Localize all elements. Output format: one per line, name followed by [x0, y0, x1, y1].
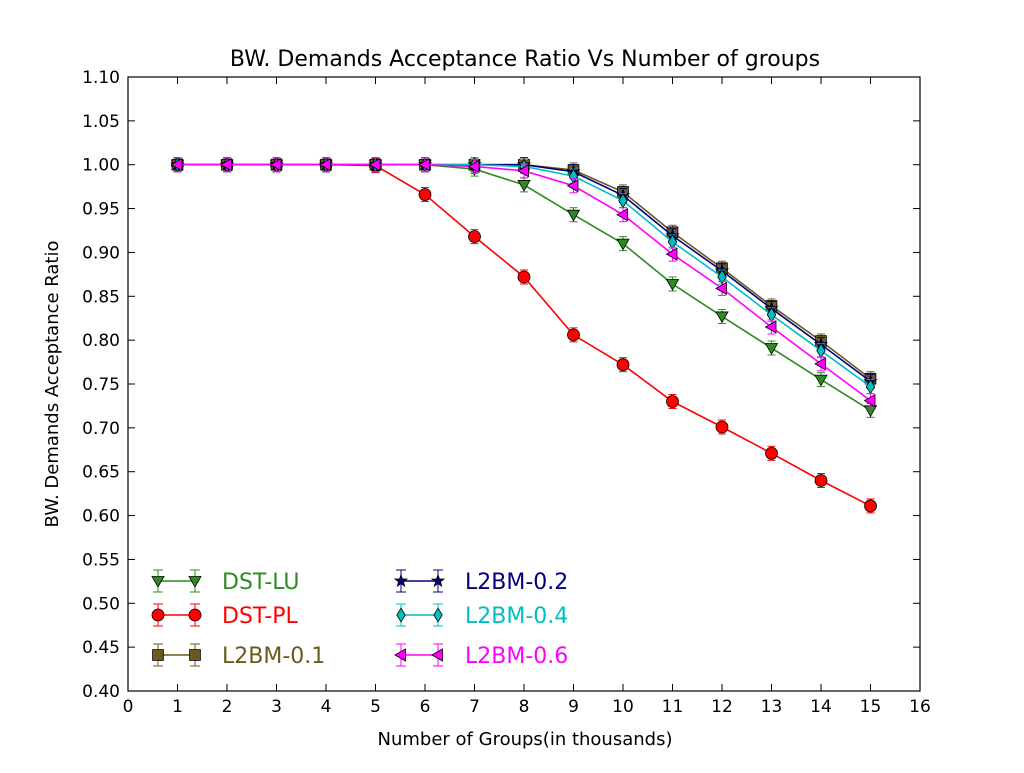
- y-tick-label: 0.75: [82, 375, 120, 395]
- y-tick-label: 0.70: [82, 419, 120, 439]
- legend-label: L2BM-0.1: [222, 644, 325, 669]
- legend-marker: [188, 608, 202, 622]
- y-tick-label: 0.80: [82, 331, 120, 351]
- legend-marker: [433, 607, 443, 623]
- y-tick-label: 0.95: [82, 200, 120, 220]
- legend: DST-LU DST-PL L2BM-0.1 L2BM-0.2 L2BM-0.4 L2BM…: [151, 569, 568, 669]
- x-tick-label: 16: [909, 697, 931, 717]
- data-point: [616, 238, 630, 251]
- data-point: [220, 158, 232, 172]
- data-point: [566, 209, 581, 222]
- data-point: [418, 158, 430, 172]
- data-point: [517, 179, 531, 192]
- legend-marker: [396, 607, 406, 623]
- data-point: [814, 374, 828, 387]
- x-tick-label: 2: [222, 697, 233, 717]
- y-tick-label: 0.90: [82, 243, 120, 263]
- data-point: [863, 393, 876, 408]
- data-point: [616, 358, 630, 372]
- legend-label: DST-LU: [222, 570, 300, 595]
- y-tick-label: 1.00: [82, 156, 120, 176]
- data-point: [666, 395, 679, 408]
- legend-marker: [393, 573, 409, 588]
- x-tick-label: 3: [271, 697, 282, 717]
- legend-entry-l2bm-0-1: L2BM-0.1: [152, 643, 325, 669]
- data-point: [468, 230, 481, 244]
- x-tick-label: 0: [123, 697, 134, 717]
- x-tick-label: 1: [172, 697, 183, 717]
- x-tick-label: 6: [420, 697, 431, 717]
- data-point: [517, 164, 529, 178]
- legend-entry-l2bm-0-2: L2BM-0.2: [393, 569, 568, 595]
- legend-marker: [152, 649, 164, 661]
- data-point: [715, 420, 729, 434]
- legend-marker: [189, 649, 201, 661]
- legend-entry-l2bm-0-6: L2BM-0.6: [394, 643, 568, 669]
- data-point: [814, 357, 826, 371]
- data-point: [269, 158, 282, 172]
- y-tick-label: 0.85: [82, 287, 120, 307]
- y-tick-label: 1.10: [82, 68, 120, 88]
- y-tick-label: 0.55: [82, 550, 120, 570]
- axes: 0 1 2 3 4 5 6 7 8 9 10 11 12 13 14 15 160.400.450.500.55…: [82, 68, 931, 717]
- x-tick-label: 13: [761, 697, 783, 717]
- legend-marker: [431, 648, 443, 662]
- data-point: [864, 499, 877, 513]
- data-point: [814, 474, 828, 487]
- legend-label: L2BM-0.6: [465, 644, 568, 669]
- legend-entry-l2bm-0-4: L2BM-0.4: [396, 603, 568, 629]
- data-point: [418, 188, 432, 201]
- series-group: [170, 157, 878, 514]
- data-point: [368, 158, 381, 172]
- legend-marker: [188, 576, 202, 588]
- legend-entry-dst-pl: DST-PL: [151, 603, 299, 629]
- y-tick-label: 0.65: [82, 463, 120, 483]
- data-point: [765, 446, 778, 460]
- data-point: [665, 247, 678, 261]
- legend-label: L2BM-0.4: [465, 604, 568, 629]
- data-point: [170, 158, 183, 172]
- x-tick-label: 9: [568, 697, 579, 717]
- data-point: [517, 270, 531, 284]
- data-point: [467, 159, 480, 174]
- x-tick-label: 8: [519, 697, 530, 717]
- y-tick-label: 0.45: [82, 638, 120, 658]
- data-point: [319, 158, 331, 172]
- legend-marker: [151, 608, 165, 622]
- data-point: [764, 320, 777, 334]
- chart-title: BW. Demands Acceptance Ratio Vs Number o…: [230, 47, 820, 72]
- x-tick-label: 4: [321, 697, 332, 717]
- y-tick-label: 0.50: [82, 594, 120, 614]
- data-point: [616, 208, 628, 222]
- data-point: [715, 311, 729, 324]
- x-tick-label: 5: [370, 697, 381, 717]
- x-tick-label: 15: [860, 697, 882, 717]
- x-tick-label: 14: [810, 697, 832, 717]
- data-point: [764, 343, 779, 355]
- y-tick-label: 1.05: [82, 112, 120, 132]
- x-tick-label: 7: [469, 697, 480, 717]
- y-axis-label: BW. Demands Acceptance Ratio: [42, 240, 63, 527]
- x-tick-label: 12: [711, 697, 733, 717]
- legend-marker: [151, 576, 165, 588]
- x-axis-label: Number of Groups(in thousands): [378, 729, 673, 750]
- data-point: [665, 279, 680, 291]
- x-tick-label: 11: [662, 697, 684, 717]
- legend-label: DST-PL: [222, 604, 299, 629]
- legend-marker: [394, 648, 406, 662]
- legend-marker: [430, 573, 446, 588]
- y-tick-label: 0.60: [82, 507, 120, 527]
- series-l2bm-0-6: [170, 157, 876, 409]
- y-tick-label: 0.40: [82, 682, 120, 702]
- data-point: [566, 179, 579, 193]
- data-point: [715, 281, 727, 296]
- legend-entry-dst-lu: DST-LU: [151, 569, 300, 595]
- x-tick-label: 10: [612, 697, 634, 717]
- legend-label: L2BM-0.2: [465, 570, 568, 595]
- data-point: [567, 328, 580, 342]
